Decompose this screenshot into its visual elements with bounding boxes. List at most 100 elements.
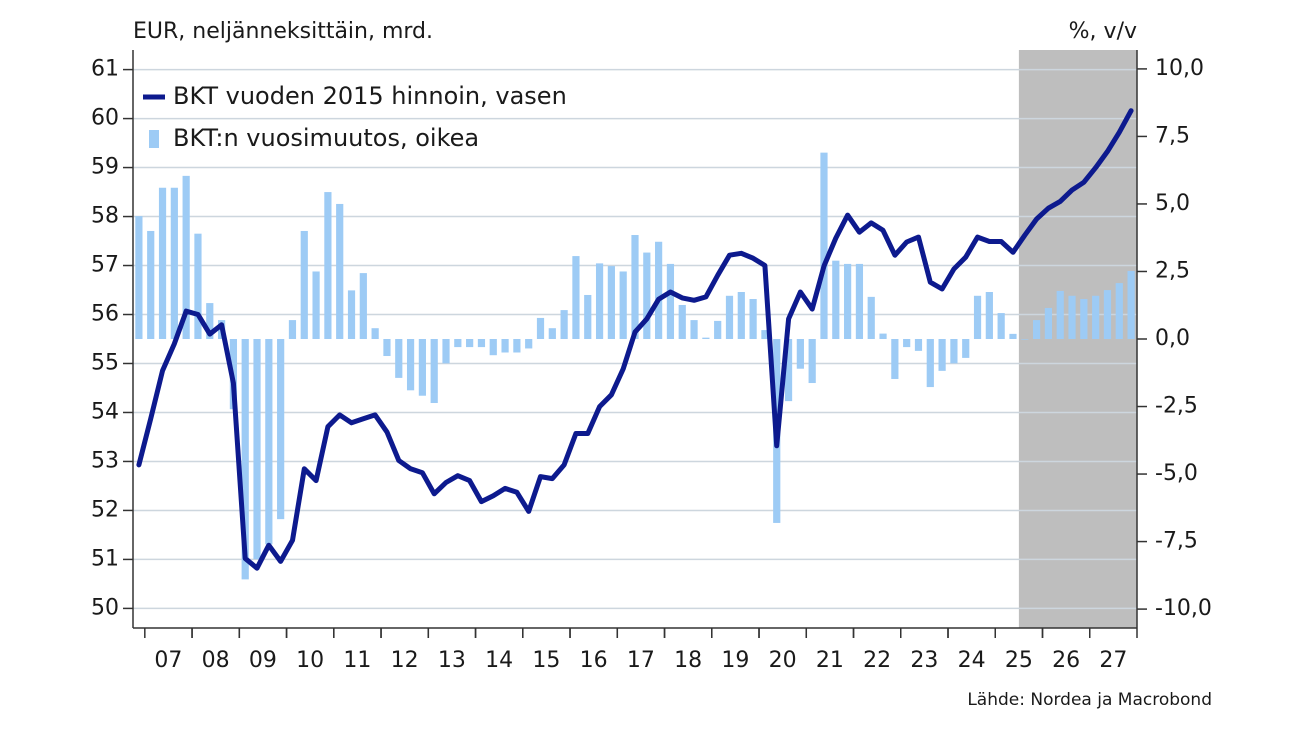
y-tick-label: 55 [91,350,119,375]
x-tick-label: 17 [627,648,655,673]
bar [903,339,911,348]
bar [985,292,993,339]
bar [595,263,604,339]
bar [584,294,592,339]
bar [406,339,415,391]
bar [1127,270,1135,339]
x-tick-label: 23 [910,648,938,673]
bar [914,339,923,351]
bar [1068,295,1076,339]
bar [536,317,545,339]
bar [560,310,568,339]
y-tick-label: 60 [91,106,119,131]
bar [702,337,710,339]
legend-marker [149,130,159,148]
y-tick-label: 58 [91,204,119,229]
bar [206,303,214,339]
x-tick-label: 12 [391,648,419,673]
bar [1009,333,1017,339]
bar [1056,290,1064,339]
x-tick-label: 10 [296,648,324,673]
x-tick-label: 26 [1052,648,1080,673]
bar [336,203,344,339]
y2-axis-title: %, v/v [1069,19,1137,44]
x-tick-label: 21 [816,648,844,673]
bar [418,339,426,396]
bar [749,299,757,339]
bar [678,304,686,339]
bar [277,339,285,520]
bar [950,339,958,364]
y2-tick-label: -2,5 [1155,394,1198,419]
x-tick-label: 16 [580,648,608,673]
y-tick-label: 50 [91,595,119,620]
x-tick-label: 19 [721,648,749,673]
bar [867,296,875,339]
bar [761,330,769,339]
bar [454,339,462,348]
bar [489,339,497,356]
bar [135,216,143,339]
bar [383,339,391,357]
bar [158,187,167,339]
x-tick-label: 15 [532,648,560,673]
bar [666,263,675,339]
bar [182,175,190,339]
bar [359,273,367,339]
bar [737,292,745,339]
bar [1080,299,1088,339]
bar [430,339,438,404]
bar [347,290,356,339]
y-tick-label: 56 [91,302,119,327]
bar [962,339,970,358]
y-tick-label: 54 [91,399,119,424]
x-tick-label: 27 [1099,648,1127,673]
bar [1033,320,1041,339]
bar [513,339,521,353]
bar [879,333,887,339]
bar [1044,307,1053,339]
x-tick-label: 13 [438,648,466,673]
bar [926,339,934,388]
bar [253,339,261,560]
bar [1103,290,1112,339]
x-tick-label: 20 [769,648,797,673]
bar [466,339,474,348]
y-tick-label: 57 [91,253,119,278]
y-tick-label: 52 [91,497,119,522]
y2-tick-label: 2,5 [1155,258,1190,283]
bar [784,339,793,402]
bar [631,235,639,339]
line [136,108,1134,571]
bar [1115,283,1123,339]
bar [891,339,899,379]
x-tick-label: 18 [674,648,702,673]
bar [619,271,627,339]
bar [820,152,828,339]
legend-label: BKT:n vuosimuutos, oikea [173,124,479,152]
bar [714,320,722,339]
bar [973,295,982,339]
bar [808,339,816,384]
y2-tick-label: 10,0 [1155,56,1204,81]
bar [501,339,509,353]
bar [324,192,332,339]
bar [477,339,486,348]
y2-tick-label: -5,0 [1155,461,1198,486]
bar [288,320,297,339]
bar [607,266,615,339]
bar [194,233,202,339]
bar [265,339,273,545]
x-tick-label: 07 [154,648,182,673]
bar [855,263,864,339]
y-tick-label: 61 [91,57,119,82]
bar [548,328,556,339]
bar [572,256,580,339]
bar [796,339,804,369]
x-tick-label: 09 [249,648,277,673]
y2-tick-label: -10,0 [1155,596,1212,621]
x-tick-label: 25 [1005,648,1033,673]
bar [395,339,403,378]
bar [725,295,734,339]
